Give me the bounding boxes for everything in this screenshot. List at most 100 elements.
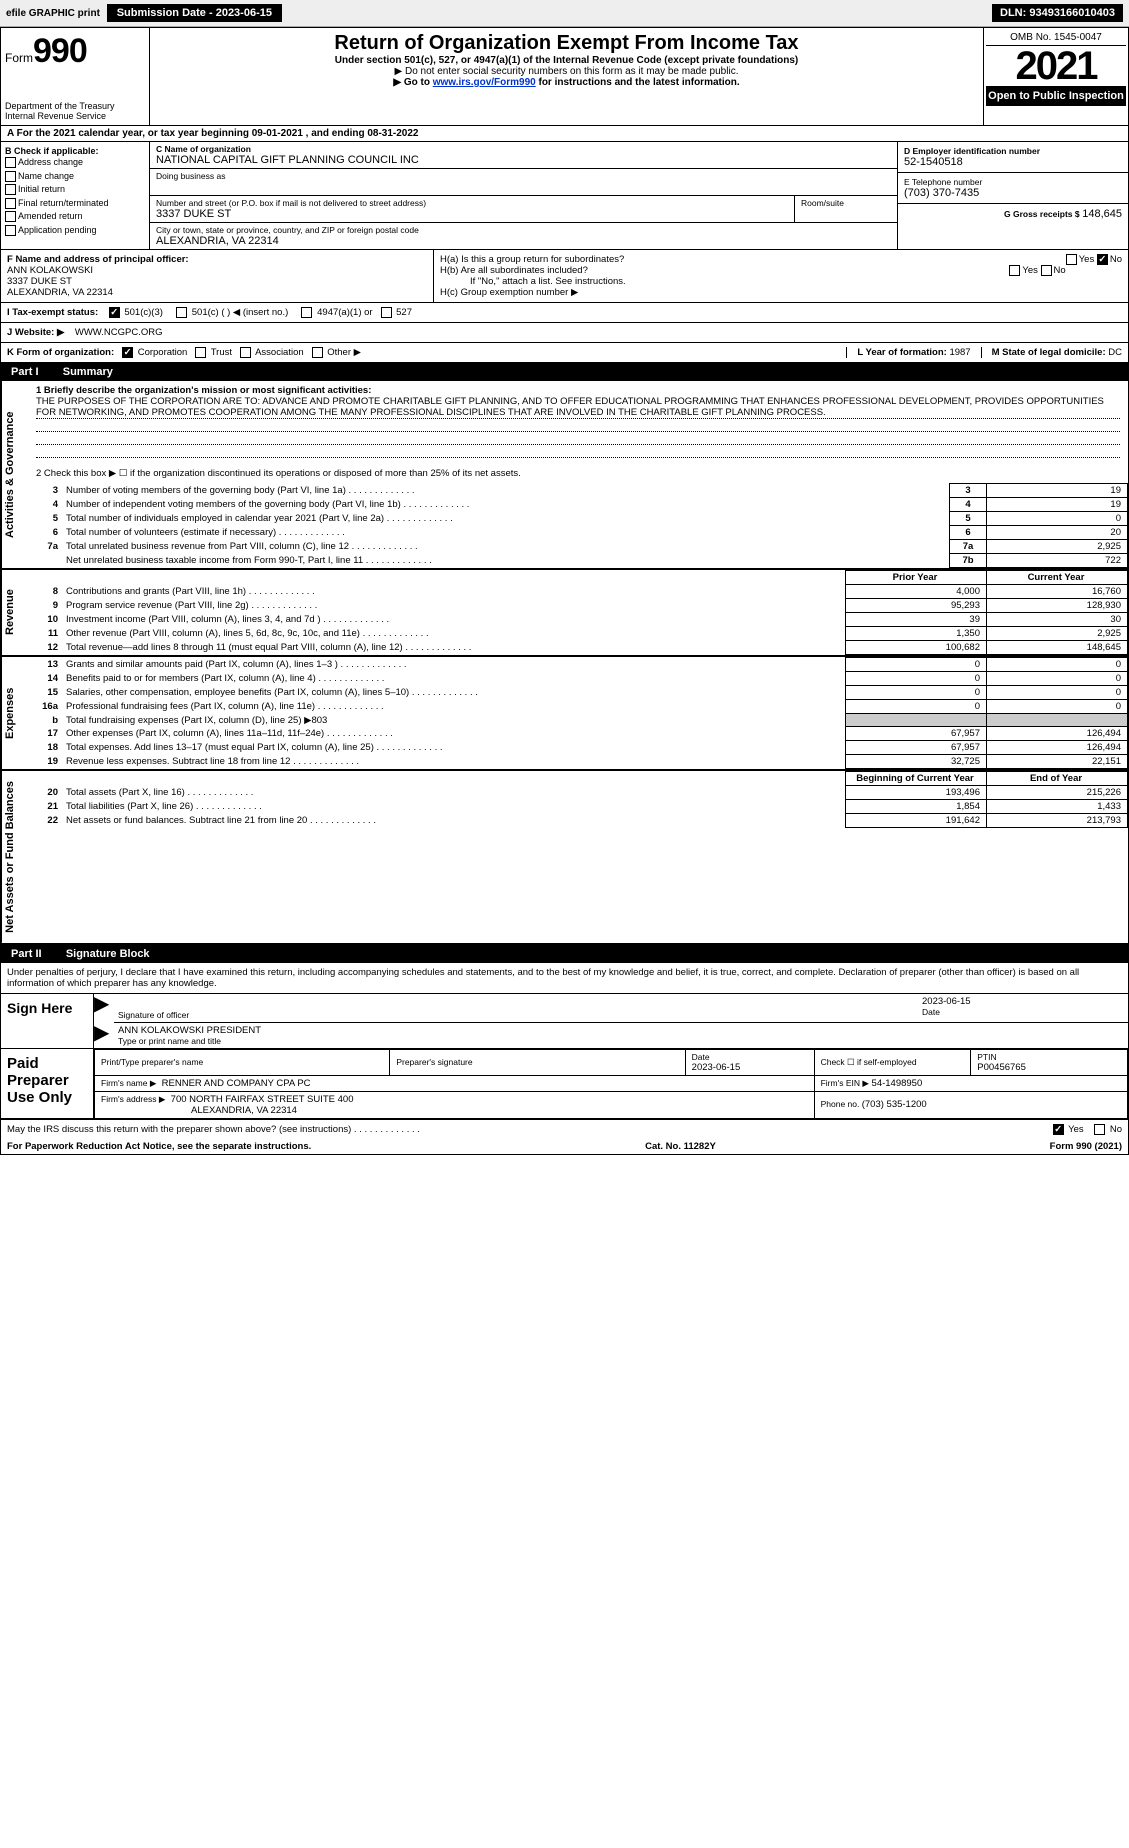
korg-row: K Form of organization: ✓ Corporation Tr… — [1, 343, 1128, 363]
row-desc: Total number of volunteers (estimate if … — [62, 526, 950, 540]
cb-initial-return[interactable]: Initial return — [5, 183, 145, 197]
e-label: E Telephone number — [904, 177, 1122, 187]
name-title-label: Type or print name and title — [118, 1036, 1124, 1046]
cb-address-change[interactable]: Address change — [5, 156, 145, 170]
table-row: 4Number of independent voting members of… — [28, 498, 1128, 512]
net-assets-table: Beginning of Current Year End of Year 20… — [28, 771, 1128, 828]
expenses-table: 13Grants and similar amounts paid (Part … — [28, 657, 1128, 769]
form-note1: ▶ Do not enter social security numbers o… — [156, 66, 977, 77]
city-value: ALEXANDRIA, VA 22314 — [156, 235, 891, 247]
row-number: 14 — [28, 672, 62, 686]
status-4947-checkbox[interactable] — [301, 307, 312, 318]
row-number: 5 — [28, 512, 62, 526]
pra-notice: For Paperwork Reduction Act Notice, see … — [7, 1141, 311, 1152]
discuss-yes-checkbox[interactable]: ✓ — [1053, 1124, 1064, 1135]
form-number: 990 — [33, 32, 87, 70]
begin-year-header: Beginning of Current Year — [846, 772, 987, 786]
officer-sign-name: ANN KOLAKOWSKI PRESIDENT — [118, 1025, 1124, 1036]
j-label: J Website: ▶ — [7, 327, 64, 338]
table-row: bTotal fundraising expenses (Part IX, co… — [28, 714, 1128, 727]
firm-ein-value: 54-1498950 — [872, 1078, 923, 1089]
table-row: 19Revenue less expenses. Subtract line 1… — [28, 755, 1128, 769]
row-current: 213,793 — [987, 814, 1128, 828]
submission-date-button[interactable]: Submission Date - 2023-06-15 — [107, 4, 282, 22]
row-desc: Total fundraising expenses (Part IX, col… — [62, 714, 846, 727]
l-label: L Year of formation: — [857, 347, 949, 358]
ha-yes-checkbox[interactable] — [1066, 254, 1077, 265]
korg-other-checkbox[interactable] — [312, 347, 323, 358]
row-number: 11 — [28, 627, 62, 641]
row-desc: Investment income (Part VIII, column (A)… — [62, 613, 846, 627]
form-title-cell: Return of Organization Exempt From Incom… — [150, 28, 983, 125]
korg-trust-checkbox[interactable] — [195, 347, 206, 358]
row-desc: Total expenses. Add lines 13–17 (must eq… — [62, 741, 846, 755]
row-current — [987, 714, 1128, 727]
firm-name-value: RENNER AND COMPANY CPA PC — [162, 1078, 311, 1089]
korg-corp-checkbox[interactable]: ✓ — [122, 347, 133, 358]
preparer-name-label: Print/Type preparer's name — [95, 1049, 390, 1075]
row-number: 17 — [28, 727, 62, 741]
room-label: Room/suite — [801, 198, 891, 208]
status-501c3-checkbox[interactable]: ✓ — [109, 307, 120, 318]
row-number: b — [28, 714, 62, 727]
sign-here-label: Sign Here — [1, 994, 94, 1048]
row-number: 8 — [28, 585, 62, 599]
row-desc: Number of independent voting members of … — [62, 498, 950, 512]
taxyear-begin: 09-01-2021 — [252, 128, 303, 139]
firm-ein-label: Firm's EIN ▶ — [821, 1078, 869, 1088]
row-prior: 0 — [846, 686, 987, 700]
ha-no-checkbox[interactable]: ✓ — [1097, 254, 1108, 265]
cb-amended-return[interactable]: Amended return — [5, 210, 145, 224]
paid-preparer-table: Print/Type preparer's name Preparer's si… — [94, 1049, 1128, 1118]
mission-text: THE PURPOSES OF THE CORPORATION ARE TO: … — [36, 396, 1120, 419]
form-header: Form990 Department of the Treasury Inter… — [1, 28, 1128, 126]
cb-name-change[interactable]: Name change — [5, 170, 145, 184]
form-footer: For Paperwork Reduction Act Notice, see … — [1, 1139, 1128, 1154]
part2-label: Part II — [7, 947, 54, 961]
table-row: 8Contributions and grants (Part VIII, li… — [28, 585, 1128, 599]
table-row: 17Other expenses (Part IX, column (A), l… — [28, 727, 1128, 741]
ha-label: H(a) Is this a group return for subordin… — [440, 254, 624, 265]
table-row: 15Salaries, other compensation, employee… — [28, 686, 1128, 700]
hb-no-checkbox[interactable] — [1041, 265, 1052, 276]
i-label: I Tax-exempt status: — [7, 307, 98, 318]
hb-yes-checkbox[interactable] — [1009, 265, 1020, 276]
row-current: 1,433 — [987, 800, 1128, 814]
row-value: 19 — [987, 484, 1128, 498]
row-prior: 0 — [846, 658, 987, 672]
officer-name: ANN KOLAKOWSKI — [7, 265, 427, 276]
table-row: 14Benefits paid to or for members (Part … — [28, 672, 1128, 686]
row-number: 21 — [28, 800, 62, 814]
discuss-no-checkbox[interactable] — [1094, 1124, 1105, 1135]
governance-block: Activities & Governance 1 Briefly descri… — [1, 381, 1128, 570]
mission-section: 1 Briefly describe the organization's mi… — [28, 381, 1128, 464]
taxyear-mid: , and ending — [306, 128, 368, 139]
table-row: 12Total revenue—add lines 8 through 11 (… — [28, 641, 1128, 655]
discuss-row: May the IRS discuss this return with the… — [1, 1119, 1128, 1139]
row-number: 13 — [28, 658, 62, 672]
irs-link[interactable]: www.irs.gov/Form990 — [433, 77, 536, 88]
cb-final-return[interactable]: Final return/terminated — [5, 197, 145, 211]
row-current: 0 — [987, 672, 1128, 686]
row-number: 19 — [28, 755, 62, 769]
cb-application-pending[interactable]: Application pending — [5, 224, 145, 238]
row-prior: 0 — [846, 672, 987, 686]
row-number: 9 — [28, 599, 62, 613]
officer-addr2: ALEXANDRIA, VA 22314 — [7, 287, 427, 298]
part1-label: Part I — [7, 365, 51, 379]
principal-officer: F Name and address of principal officer:… — [1, 250, 434, 302]
korg-assoc-checkbox[interactable] — [240, 347, 251, 358]
status-527-checkbox[interactable] — [381, 307, 392, 318]
efile-toolbar: efile GRAPHIC print Submission Date - 20… — [0, 0, 1129, 27]
row-number: 16a — [28, 700, 62, 714]
cat-number: Cat. No. 11282Y — [645, 1141, 716, 1152]
checkbox-column: B Check if applicable: Address change Na… — [1, 142, 150, 249]
side-tab-governance: Activities & Governance — [1, 381, 28, 568]
firm-phone-label: Phone no. — [821, 1099, 862, 1109]
table-row: 18Total expenses. Add lines 13–17 (must … — [28, 741, 1128, 755]
status-501c-checkbox[interactable] — [176, 307, 187, 318]
website-url: WWW.NCGPC.ORG — [75, 327, 163, 338]
hc-label: H(c) Group exemption number ▶ — [440, 287, 1122, 298]
row-desc: Net unrelated business taxable income fr… — [62, 554, 950, 568]
row-desc: Number of voting members of the governin… — [62, 484, 950, 498]
